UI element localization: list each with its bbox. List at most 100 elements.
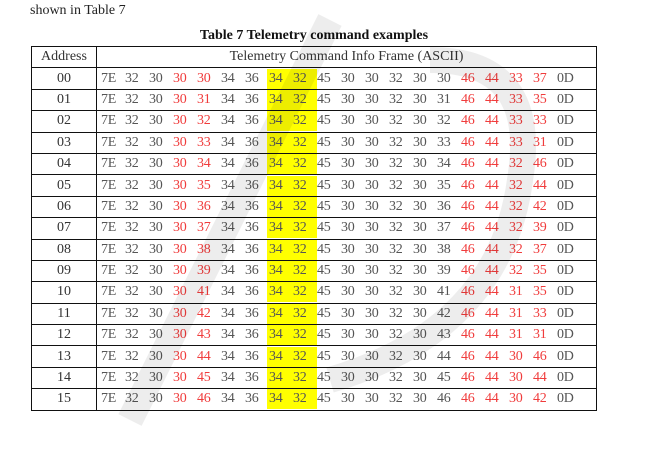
frame-byte: 30: [365, 305, 379, 321]
variable-byte: 30: [173, 305, 187, 321]
frame-byte: 30: [341, 220, 355, 236]
table-row: 12 7E 32 30 30 43 34 36 34 32 45 30 30 32 30 43 46 44 31 31…: [31, 324, 597, 347]
frame-byte: 30: [149, 156, 163, 172]
frame-byte: 30: [365, 134, 379, 150]
frame-byte: 30: [413, 370, 427, 386]
table-row: 04 7E 32 30 30 34 34 36 34 32 45 30 30 32 30 34 46 44 32 46…: [31, 152, 597, 176]
address-cell: 15: [31, 388, 97, 411]
variable-byte: 30: [173, 370, 187, 386]
frame-byte: 7E: [101, 263, 116, 279]
variable-byte: 30: [173, 113, 187, 129]
variable-byte: 30: [173, 284, 187, 300]
variable-byte: 31: [533, 327, 547, 343]
frame-byte: 7E: [101, 327, 116, 343]
variable-byte: 44: [485, 134, 499, 150]
highlighted-byte: 34: [267, 325, 293, 346]
variable-byte: 30: [173, 156, 187, 172]
highlighted-byte: 34: [267, 368, 293, 389]
highlighted-byte: 32: [293, 196, 317, 217]
frame-byte: 32: [125, 113, 139, 129]
frame-byte: 45: [317, 370, 331, 386]
frame-byte: 36: [245, 284, 259, 300]
frame-byte: 36: [245, 113, 259, 129]
variable-byte: 31: [509, 284, 523, 300]
frame-byte: 30: [365, 284, 379, 300]
frame-byte: 45: [317, 391, 331, 407]
variable-byte: 33: [509, 134, 523, 150]
variable-byte: 44: [485, 327, 499, 343]
frame-byte: 30: [149, 113, 163, 129]
table-row: 05 7E 32 30 30 35 34 36 34 32 45 30 30 32 30 35 46 44 32 44…: [31, 174, 597, 197]
frame-byte: 44: [437, 348, 451, 364]
frame-byte: 30: [341, 284, 355, 300]
frame-byte: 30: [341, 263, 355, 279]
frame-byte: 30: [365, 198, 379, 214]
highlighted-byte: 34: [267, 218, 293, 239]
frame-cell: 7E 32 30 30 39 34 36 34 32 45 30 30 32 30 39 46 44 32 35 0D: [96, 259, 597, 283]
address-cell: 02: [31, 110, 97, 133]
variable-byte: 31: [533, 134, 547, 150]
frame-byte: 30: [149, 284, 163, 300]
frame-byte: 34: [221, 241, 235, 257]
frame-byte: 46: [437, 391, 451, 407]
variable-byte: 44: [485, 370, 499, 386]
frame-byte: 30: [149, 70, 163, 86]
variable-byte: 32: [509, 198, 523, 214]
frame-byte: 30: [413, 220, 427, 236]
variable-byte: 32: [509, 177, 523, 193]
variable-byte: 44: [485, 113, 499, 129]
variable-byte: 44: [485, 198, 499, 214]
frame-byte: 30: [413, 348, 427, 364]
frame-byte: 39: [437, 263, 451, 279]
frame-byte: 0D: [557, 177, 574, 193]
variable-byte: 38: [197, 241, 211, 257]
frame-byte: 30: [149, 263, 163, 279]
highlighted-byte: 32: [293, 325, 317, 346]
frame-byte: 30: [365, 391, 379, 407]
variable-byte: 44: [485, 70, 499, 86]
highlighted-byte: 34: [267, 196, 293, 217]
frame-byte: 36: [245, 348, 259, 364]
variable-byte: 42: [197, 305, 211, 321]
table-row: 06 7E 32 30 30 36 34 36 34 32 45 30 30 32 30 36 46 44 32 42…: [31, 195, 597, 219]
frame-byte: 30: [365, 113, 379, 129]
frame-byte: 0D: [557, 370, 574, 386]
frame-byte: 30: [413, 134, 427, 150]
frame-byte: 7E: [101, 220, 116, 236]
highlighted-byte: 32: [293, 368, 317, 389]
highlighted-byte: 32: [293, 154, 317, 175]
frame-byte: 32: [125, 241, 139, 257]
frame-byte: 31: [437, 91, 451, 107]
highlighted-byte: 32: [293, 261, 317, 282]
frame-byte: 30: [365, 70, 379, 86]
variable-byte: 30: [509, 348, 523, 364]
frame-byte: 30: [149, 327, 163, 343]
highlighted-byte: 32: [293, 239, 317, 260]
table-row: 08 7E 32 30 30 38 34 36 34 32 45 30 30 32 30 38 46 44 32 37…: [31, 238, 597, 261]
highlighted-byte: 34: [267, 239, 293, 260]
frame-byte: 30: [365, 348, 379, 364]
frame-byte: 30: [341, 70, 355, 86]
address-cell: 09: [31, 259, 97, 283]
frame-cell: 7E 32 30 30 35 34 36 34 32 45 30 30 32 30 35 46 44 32 44 0D: [96, 174, 597, 197]
frame-byte: 0D: [557, 284, 574, 300]
variable-byte: 30: [173, 70, 187, 86]
frame-byte: 45: [437, 370, 451, 386]
frame-byte: 41: [437, 284, 451, 300]
frame-byte: 30: [413, 198, 427, 214]
variable-byte: 44: [485, 263, 499, 279]
frame-byte: 30: [341, 156, 355, 172]
frame-cell: 7E 32 30 30 31 34 36 34 32 45 30 30 32 30 31 46 44 33 35 0D: [96, 88, 597, 112]
frame-byte: 7E: [101, 70, 116, 86]
frame-byte: 32: [125, 263, 139, 279]
frame-byte: 36: [245, 91, 259, 107]
frame-byte: 32: [389, 91, 403, 107]
frame-byte: 32: [125, 348, 139, 364]
frame-byte: 32: [125, 91, 139, 107]
frame-byte: 34: [221, 91, 235, 107]
frame-byte: 30: [149, 198, 163, 214]
variable-byte: 46: [533, 348, 547, 364]
variable-byte: 46: [461, 284, 475, 300]
frame-byte: 36: [245, 327, 259, 343]
address-cell: 05: [31, 174, 97, 197]
